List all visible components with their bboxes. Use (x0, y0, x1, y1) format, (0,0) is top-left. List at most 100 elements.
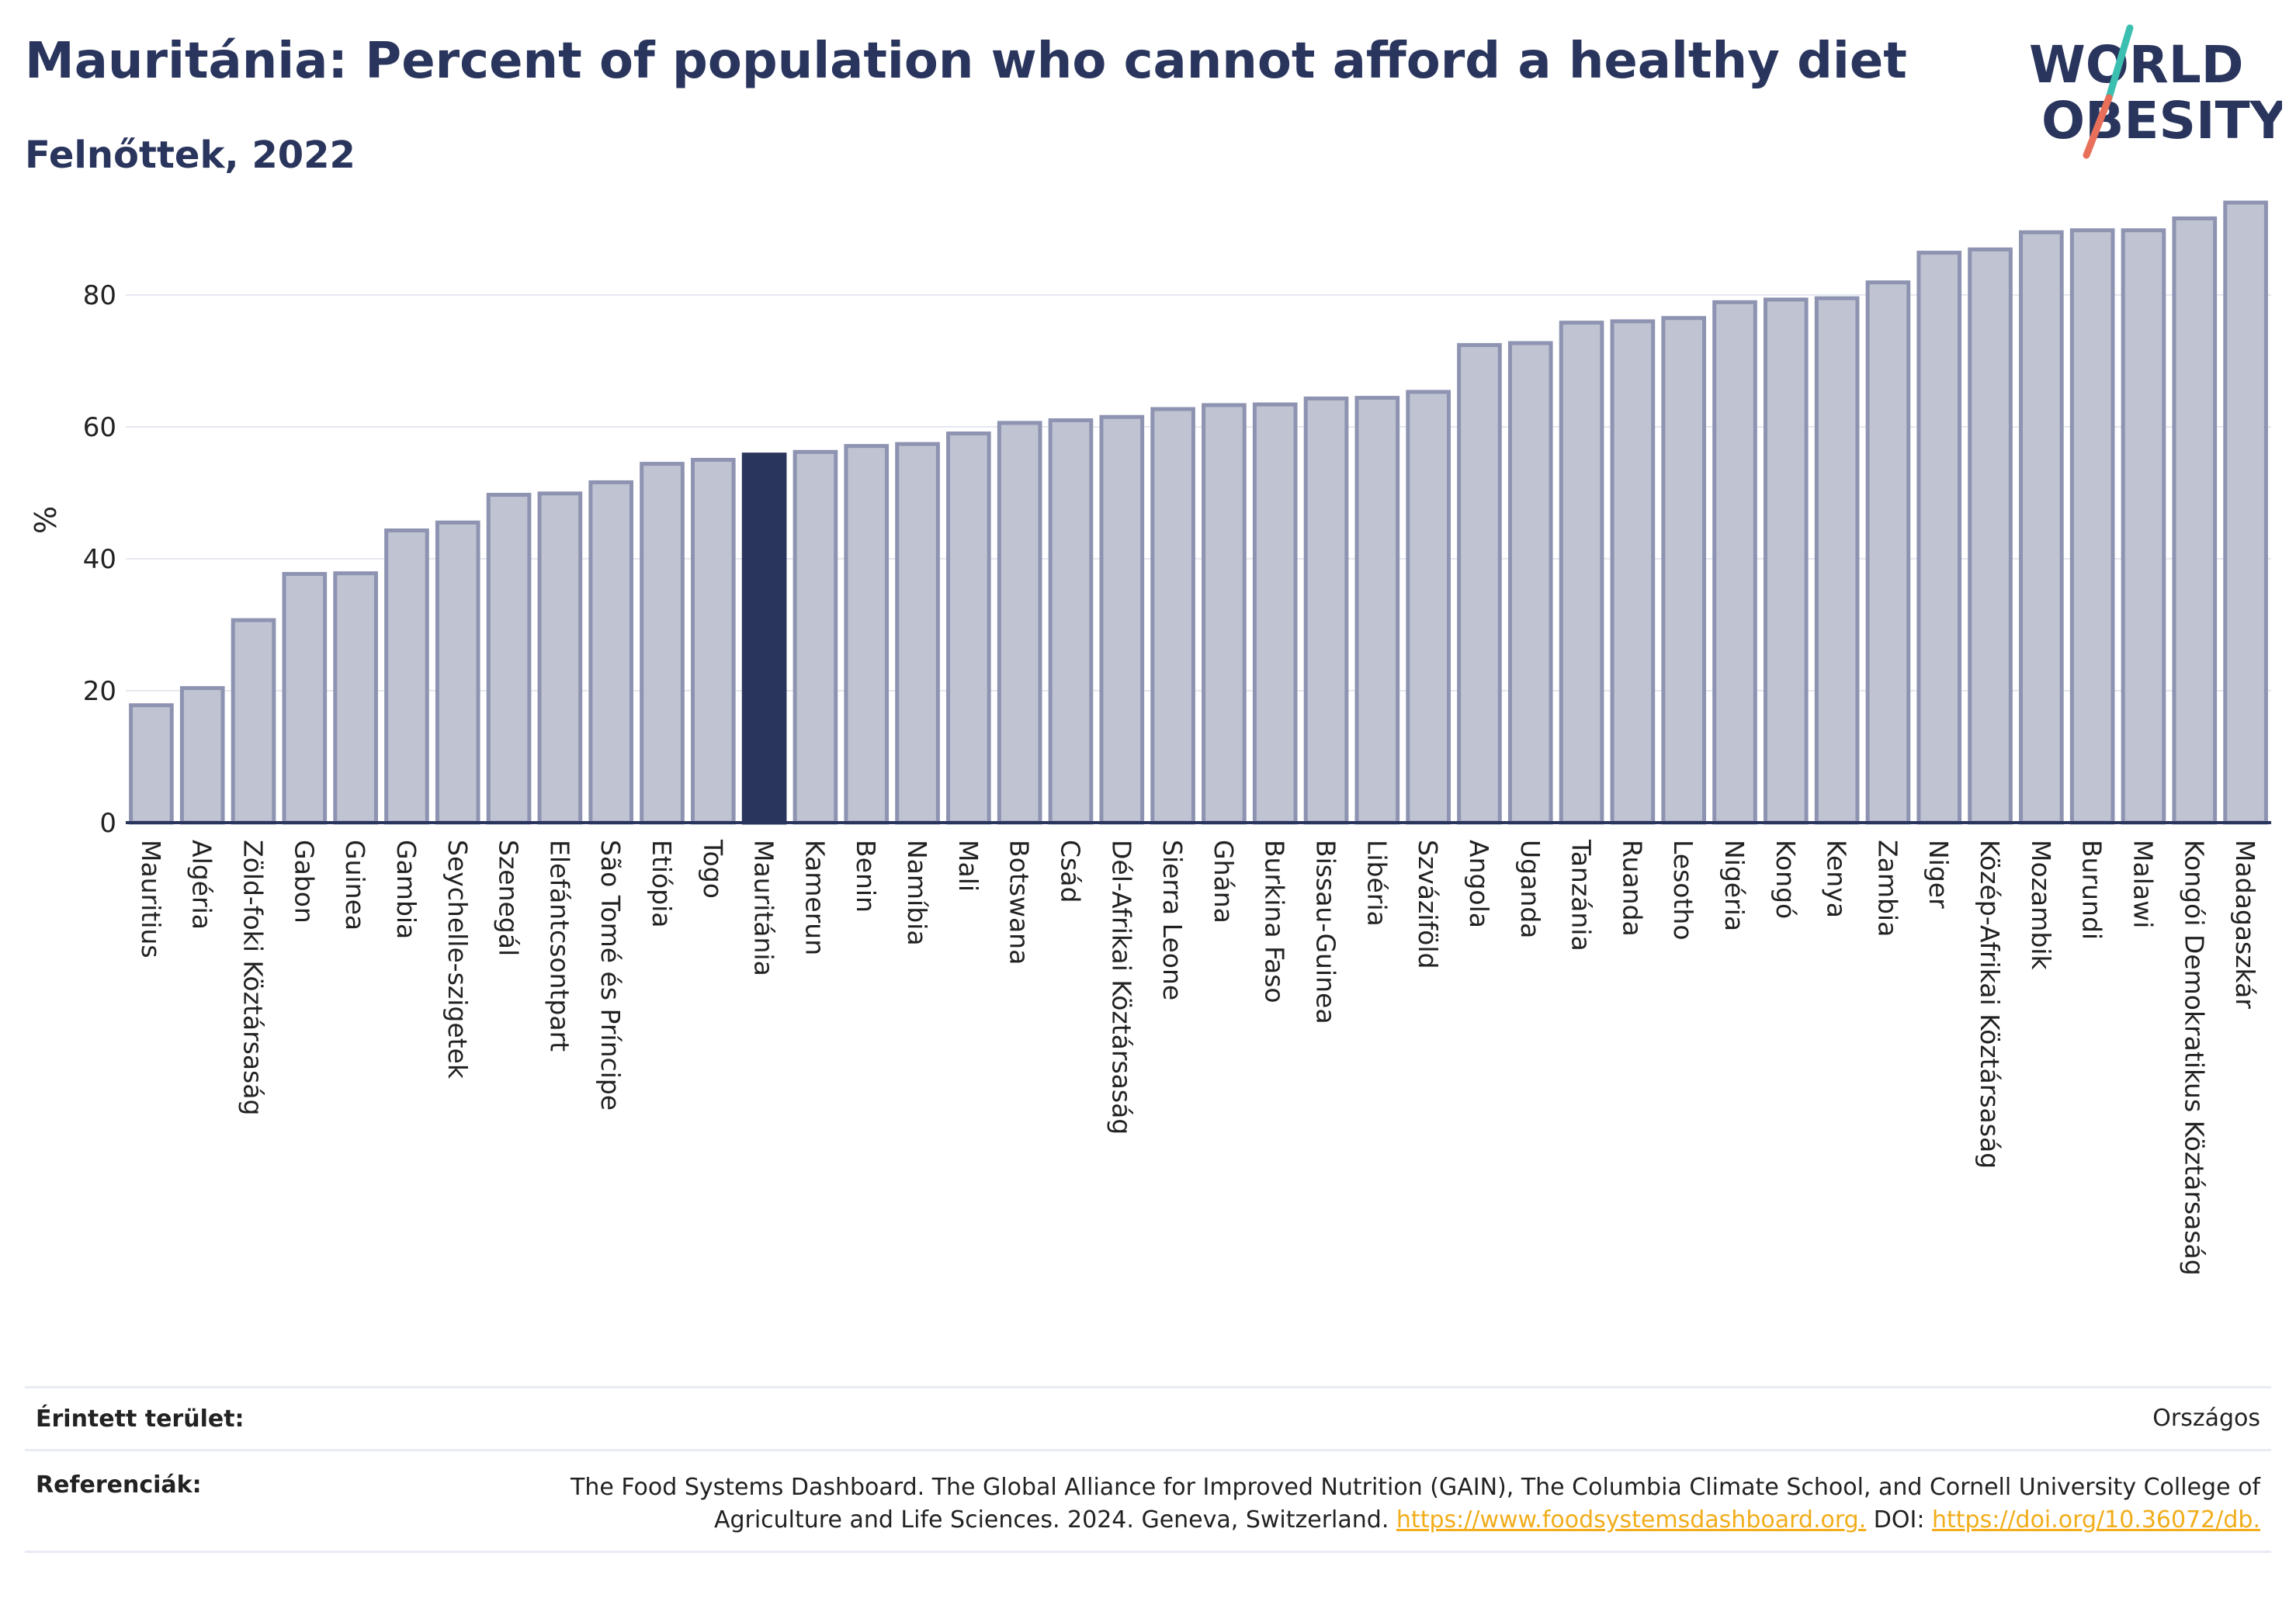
x-tick-label: Tanzánia (1566, 839, 1597, 951)
bar (2223, 200, 2268, 825)
x-tick-label: Uganda (1515, 840, 1545, 938)
x-tick-label: Kongó (1771, 840, 1801, 919)
bar (1252, 402, 1298, 825)
bar (895, 442, 940, 825)
x-tick-label: Botswana (1004, 840, 1035, 965)
bar (333, 571, 378, 825)
x-tick-label: Ruanda (1617, 840, 1647, 937)
bar (1661, 316, 1707, 825)
bar (129, 703, 174, 825)
bar (1968, 247, 2013, 825)
references-value: The Food Systems Dashboard. The Global A… (475, 1471, 2271, 1537)
bar (741, 452, 787, 825)
bar (1150, 407, 1195, 825)
y-tick-label: 60 (83, 412, 116, 443)
x-tick-label: Kongói Demokratikus Köztársaság (2179, 840, 2209, 1276)
page-subtitle: Felnőttek, 2022 (25, 133, 355, 177)
doi-link[interactable]: https://doi.org/10.36072/db. (1932, 1506, 2260, 1534)
x-tick-label: Madagaszkár (2230, 840, 2260, 1009)
bar (640, 462, 685, 825)
logo-line-2: OBESITY (2041, 91, 2282, 151)
bar (179, 686, 225, 825)
bar (1303, 396, 1349, 825)
x-tick-label: Zambia (1872, 840, 1902, 937)
foodsystems-link[interactable]: https://www.foodsystemsdashboard.org. (1396, 1506, 1867, 1534)
x-axis-labels: Mauritius Algéria Zöld-foki Köztársaság Gab… (136, 839, 2260, 1276)
bar (2069, 228, 2115, 825)
bar (282, 572, 328, 825)
x-tick-label: Kamerun (799, 840, 830, 955)
x-tick-label: Szváziföld (1413, 840, 1443, 969)
x-tick-label: Burkina Faso (1260, 840, 1290, 1003)
x-tick-label: Gambia (391, 840, 421, 939)
y-axis-title: % (29, 506, 63, 534)
page-title: Mauritánia: Percent of population who ca… (25, 33, 1907, 90)
y-tick-label: 20 (83, 676, 116, 707)
area-value: Országos (2152, 1405, 2260, 1432)
bar (588, 480, 634, 825)
x-tick-label: Bissau-Guinea (1311, 840, 1341, 1024)
x-tick-label: Mauritius (136, 840, 166, 958)
x-tick-label: Elefántcsontpart (544, 840, 574, 1052)
x-tick-label: Dél-Afrikai Köztársaság (1106, 840, 1136, 1135)
references-text: The Food Systems Dashboard. The Global A… (571, 1474, 2260, 1534)
bar (1202, 403, 1247, 825)
y-tick-label: 40 (83, 544, 116, 575)
x-tick-label: Benin (851, 840, 881, 913)
y-axis-ticks: 0 20 40 60 80 (83, 280, 116, 839)
x-tick-label: Mali (953, 840, 983, 892)
y-tick-label: 80 (83, 280, 116, 311)
x-tick-label: Namíbia (902, 840, 932, 946)
x-tick-label: Guinea (340, 840, 370, 931)
x-tick-label: Szenegál (494, 840, 524, 956)
x-tick-label: Kenya (1822, 840, 1852, 918)
y-tick-label: 0 (99, 808, 116, 839)
x-tick-label: Sierra Leone (1157, 840, 1188, 1000)
bar (2172, 216, 2218, 825)
x-tick-label: Seychelle-szigetek (442, 840, 473, 1080)
x-tick-label: São Tomé és Príncipe (595, 840, 626, 1111)
references-label: Referenciák: (36, 1471, 202, 1499)
logo-slash-bottom (2083, 94, 2113, 159)
bar-chart: 0 20 40 60 80 Mauritius Algéria Zöld-foki Közt… (29, 200, 2271, 1276)
bar (1865, 280, 1911, 825)
world-obesity-logo: WORLD OBESITY (2029, 24, 2282, 159)
info-table: Érintett terület: Országos Referenciák: … (25, 1386, 2271, 1553)
bar (1048, 418, 1094, 825)
x-tick-label: Mozambik (2026, 840, 2056, 970)
logo-slash-top (2105, 24, 2134, 102)
logo-line-1: WORLD (2029, 35, 2244, 95)
info-row-references: Referenciák: The Food Systems Dashboard.… (25, 1449, 2271, 1553)
x-tick-label: Malawi (2128, 840, 2158, 928)
bar (486, 493, 532, 825)
grid-lines (126, 294, 2271, 691)
bar (384, 528, 429, 825)
bar (1099, 414, 1145, 825)
x-tick-label: Ghána (1209, 840, 1239, 924)
bar (1763, 297, 1809, 825)
info-row-area: Érintett terület: Országos (25, 1386, 2271, 1449)
bar (1814, 296, 1860, 825)
bar (2121, 228, 2166, 825)
x-tick-label: Zöld-foki Köztársaság (238, 840, 269, 1115)
bar (435, 520, 480, 825)
x-tick-label: Angola (1464, 840, 1494, 928)
x-tick-label: Algéria (187, 840, 217, 930)
area-label: Érintett terület: (36, 1405, 245, 1433)
bar (231, 618, 276, 825)
bar (2019, 230, 2064, 825)
bar (997, 421, 1042, 825)
bar (1457, 343, 1502, 825)
x-tick-label: Lesotho (1668, 840, 1698, 941)
bar (1712, 300, 1757, 825)
bar (1354, 396, 1400, 825)
bar (1916, 251, 1962, 825)
x-tick-label: Burundi (2077, 840, 2107, 940)
bar (1610, 319, 1656, 825)
bar (946, 431, 991, 825)
x-tick-label: Togo (698, 839, 728, 899)
x-tick-label: Gabon (289, 840, 319, 924)
x-tick-label: Etiópia (647, 840, 677, 928)
bar (793, 449, 838, 825)
bar (1559, 321, 1604, 825)
